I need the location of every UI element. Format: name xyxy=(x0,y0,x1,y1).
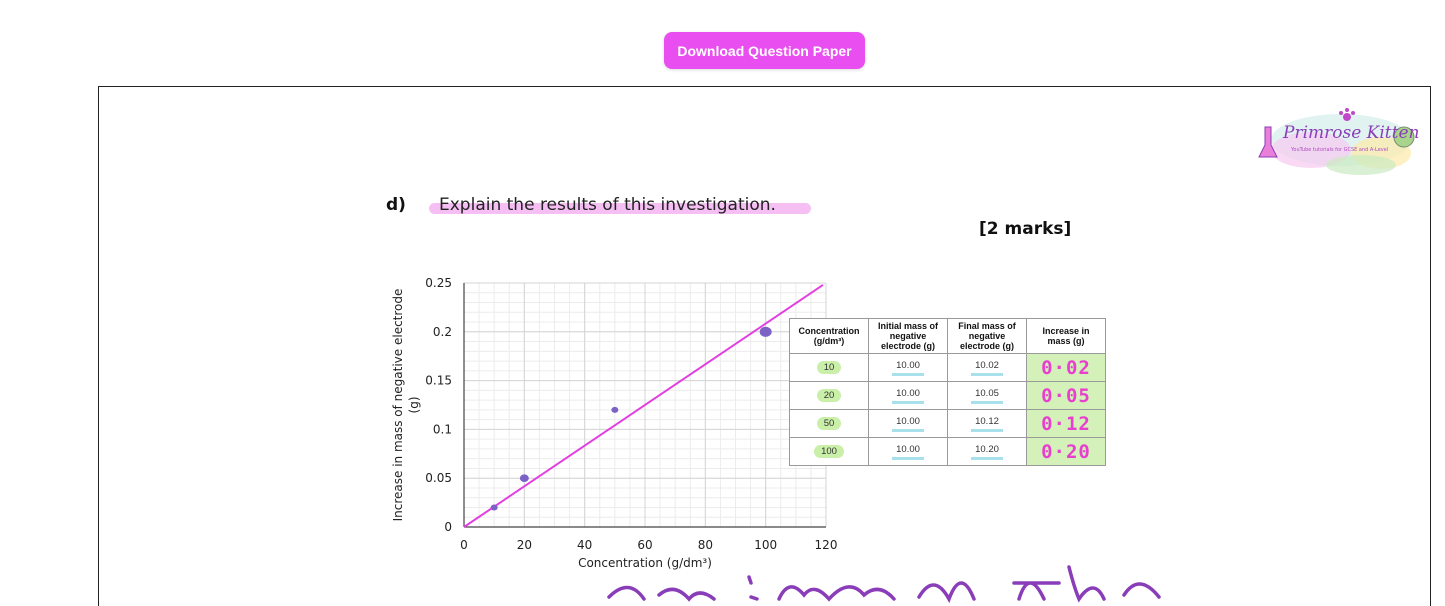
final-mass-cell: 10.02 xyxy=(971,360,1003,376)
x-tick-label: 80 xyxy=(698,538,713,552)
concentration-cell: 50 xyxy=(816,417,842,430)
concentration-cell: 20 xyxy=(816,389,842,402)
table-row: 100 10.00 10.20 0·20 xyxy=(789,437,1106,466)
final-mass-cell: 10.12 xyxy=(971,416,1003,432)
y-axis-title: Increase in mass of negative electrode (g… xyxy=(391,289,421,522)
x-tick-label: 100 xyxy=(754,538,777,552)
results-table: Concentration (g/dm³) Initial mass of ne… xyxy=(789,318,1106,466)
increase-mass-cell: 0·02 xyxy=(1041,356,1091,379)
table-header: Final mass of negative electrode (g) xyxy=(947,318,1027,354)
y-tick-label: 0.1 xyxy=(433,422,452,436)
logo-text: Primrose Kitten xyxy=(1283,123,1420,143)
initial-mass-cell: 10.00 xyxy=(892,360,924,376)
y-tick-label: 0.2 xyxy=(433,325,452,339)
initial-mass-cell: 10.00 xyxy=(892,388,924,404)
download-question-paper-button[interactable]: Download Question Paper xyxy=(664,32,865,69)
y-tick-label: 0 xyxy=(444,520,452,534)
table-row: 10 10.00 10.02 0·02 xyxy=(789,353,1106,382)
y-tick-label: 0.05 xyxy=(425,471,452,485)
x-tick-label: 120 xyxy=(815,538,838,552)
data-point xyxy=(611,406,619,413)
handwritten-answer-strokes xyxy=(607,565,1161,604)
y-tick-label: 0.25 xyxy=(425,277,452,290)
trend-line xyxy=(463,284,824,528)
y-tick-label: 0.15 xyxy=(425,374,452,388)
x-tick-label: 0 xyxy=(460,538,468,552)
question-paper-frame: Primrose Kitten YouTube tutorials for GC… xyxy=(98,86,1431,606)
initial-mass-cell: 10.00 xyxy=(892,444,924,460)
table-row: 20 10.00 10.05 0·05 xyxy=(789,381,1106,410)
initial-mass-cell: 10.00 xyxy=(892,416,924,432)
question-text: Explain the results of this investigatio… xyxy=(439,195,776,215)
marks-label: [2 marks] xyxy=(979,219,1072,239)
increase-mass-cell: 0·05 xyxy=(1041,384,1091,407)
x-tick-label: 60 xyxy=(637,538,652,552)
question-number: d) xyxy=(386,195,406,215)
concentration-chart: 0 20 40 60 80 100 120 0 0.05 0.1 0.15 0.2 0.25 Concen… xyxy=(391,277,838,570)
increase-mass-cell: 0·12 xyxy=(1041,412,1091,435)
table-header: Initial mass of negative electrode (g) xyxy=(868,318,948,354)
x-tick-label: 40 xyxy=(577,538,592,552)
final-mass-cell: 10.05 xyxy=(971,388,1003,404)
data-point xyxy=(490,504,498,511)
x-tick-label: 20 xyxy=(517,538,532,552)
data-point xyxy=(519,474,529,483)
question-highlight xyxy=(429,203,811,214)
primrose-kitten-logo: Primrose Kitten YouTube tutorials for GC… xyxy=(1251,105,1420,181)
concentration-cell: 10 xyxy=(816,361,842,374)
final-mass-cell: 10.20 xyxy=(971,444,1003,460)
table-header: Concentration (g/dm³) xyxy=(789,318,869,354)
table-header: Increase in mass (g) xyxy=(1026,318,1106,354)
data-point xyxy=(759,326,772,337)
concentration-cell: 100 xyxy=(814,445,844,458)
logo-splash-icon xyxy=(1258,108,1415,175)
increase-mass-cell: 0·20 xyxy=(1041,440,1091,463)
table-row: 50 10.00 10.12 0·12 xyxy=(789,409,1106,438)
x-axis-title: Concentration (g/dm³) xyxy=(578,556,712,570)
logo-subtext: YouTube tutorials for GCSE and A-Level xyxy=(1291,147,1389,153)
